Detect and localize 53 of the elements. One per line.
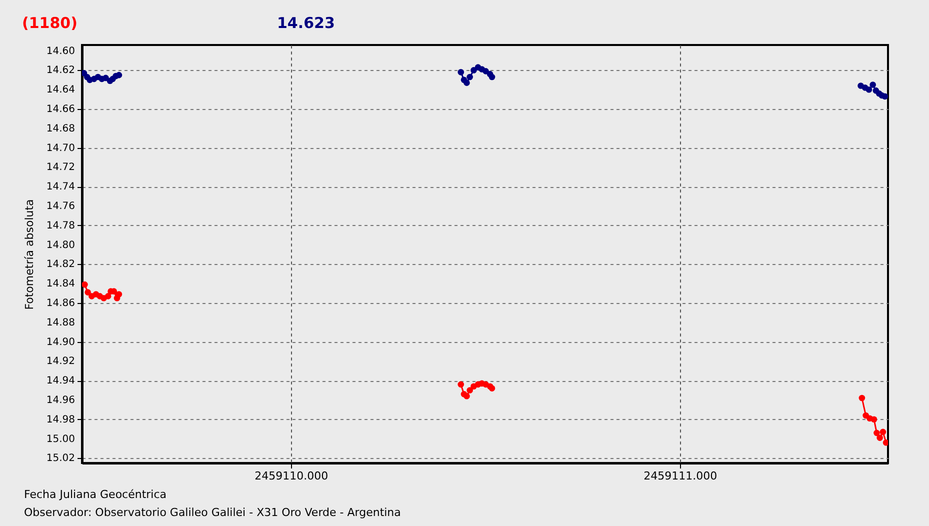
point	[84, 289, 91, 296]
point	[870, 416, 878, 423]
y-tick-label: 14.86	[46, 298, 75, 309]
point	[116, 291, 122, 298]
point	[116, 72, 122, 78]
y-tick-label: 14.80	[46, 240, 75, 251]
y-tick-label: 14.90	[46, 336, 75, 348]
y-tick-label: 15.02	[46, 453, 75, 464]
point	[880, 428, 886, 436]
y-tick-label: 14.76	[46, 200, 75, 212]
y-tick-label: 14.60	[46, 46, 75, 57]
y-tick-label: 14.84	[46, 278, 75, 290]
y-tick-label: 14.68	[46, 123, 75, 134]
y-tick-label: 14.72	[46, 162, 75, 174]
point	[82, 281, 88, 288]
x-tick-label: 2459111.000	[644, 470, 718, 482]
point	[858, 394, 866, 402]
x-tick-label: 2459110.000	[254, 470, 328, 482]
y-tick-label: 14.74	[46, 182, 75, 193]
text: Observador: Observatorio Galileo Galilei - X31 Oro Verde - Argentina	[24, 506, 401, 519]
y-tick-label: 14.96	[46, 394, 75, 406]
text: (1180)	[22, 14, 78, 32]
y-tick-label: 15.00	[46, 434, 75, 445]
y-tick-label: 14.64	[46, 84, 75, 96]
point	[104, 293, 112, 300]
y-tick-label: 14.66	[46, 104, 75, 116]
x-axis-title: Fecha Juliana Geocéntrica	[24, 488, 167, 501]
y-tick-label: 14.94	[46, 376, 75, 387]
point	[876, 434, 883, 441]
point	[470, 67, 477, 74]
y-tick-label: 14.78	[46, 220, 75, 232]
point	[870, 82, 876, 88]
point	[482, 68, 489, 74]
point	[466, 387, 473, 394]
text: 14.623	[277, 14, 335, 32]
y-tick-label: 14.92	[46, 356, 75, 368]
point	[488, 74, 496, 80]
y-axis-title: Fotometría absoluta	[23, 199, 36, 310]
point	[466, 74, 473, 80]
point	[464, 80, 470, 86]
y-tick-label: 14.98	[46, 414, 75, 426]
point	[882, 439, 888, 446]
point	[458, 69, 464, 76]
point	[882, 93, 888, 100]
y-tick-label: 14.82	[46, 259, 75, 270]
point	[102, 74, 109, 82]
y-tick-label: 14.88	[46, 317, 75, 328]
y-tick-label: 14.62	[46, 65, 75, 76]
point	[458, 381, 464, 388]
y-tick-label: 14.70	[46, 142, 75, 154]
point	[866, 86, 872, 93]
point	[464, 392, 470, 400]
point	[874, 430, 880, 436]
